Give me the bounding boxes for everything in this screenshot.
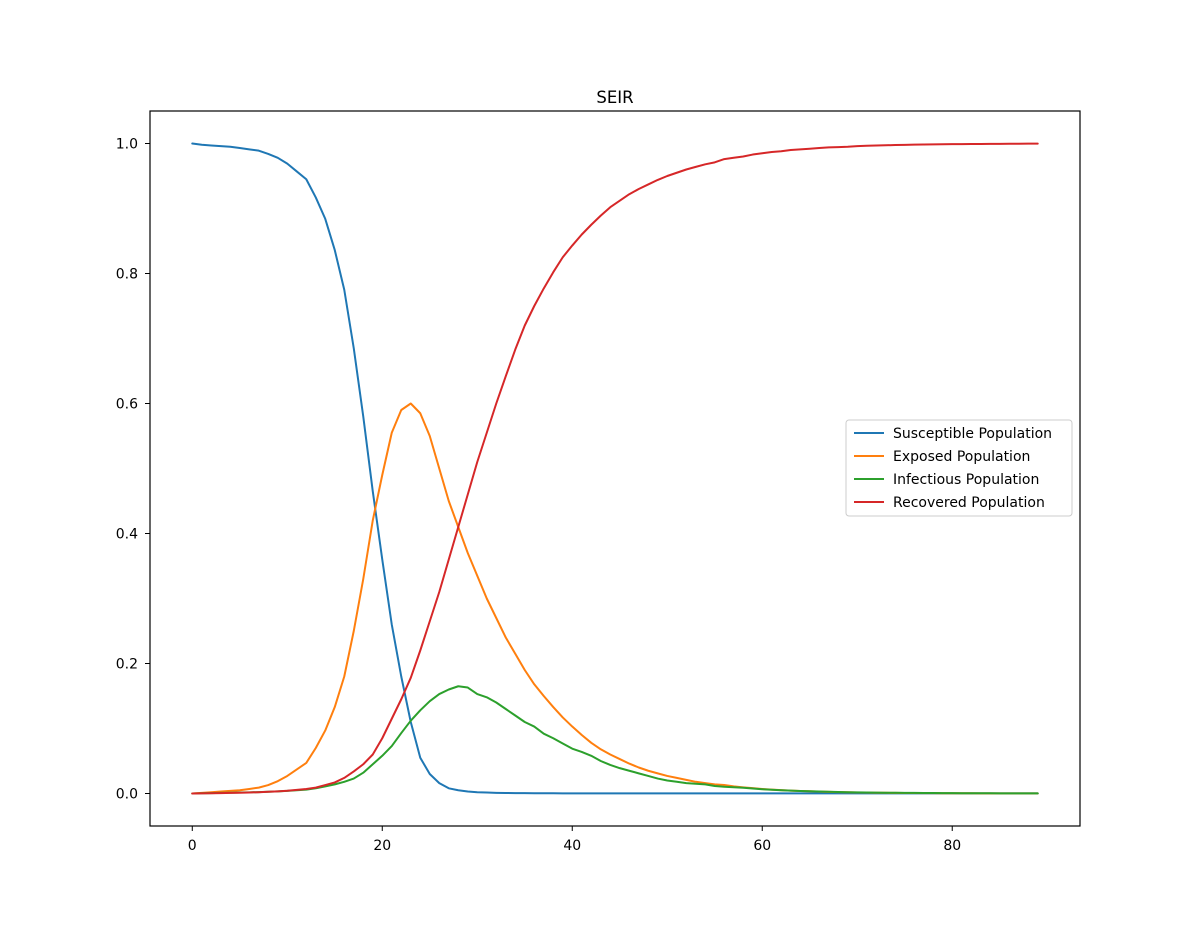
x-tick-label: 60 (753, 838, 771, 854)
axes-frame (149, 110, 1081, 827)
y-tick-label: 0.6 (116, 397, 138, 413)
legend: Susceptible Population Exposed Population… (845, 419, 1073, 517)
y-tick-label: 0.2 (116, 657, 138, 673)
series-layer (191, 142, 1039, 795)
y-axis: 0.0 0.2 0.4 0.6 0.8 1.0 (116, 137, 150, 803)
x-tick-label: 80 (943, 838, 961, 854)
y-tick-label: 0.0 (116, 787, 138, 803)
x-tick-label: 0 (188, 838, 197, 854)
legend-box (845, 419, 1073, 517)
x-axis: 0 20 40 60 80 (188, 826, 961, 854)
chart-title: SEIR (596, 88, 633, 107)
legend-label-recovered-population: Recovered Population (893, 495, 1045, 511)
x-tick-label: 20 (373, 838, 391, 854)
series-line-infectious-population (191, 685, 1039, 795)
legend-label-exposed-population: Exposed Population (893, 449, 1030, 465)
legend-label-susceptible-population: Susceptible Population (893, 426, 1052, 442)
y-tick-label: 0.4 (116, 527, 138, 543)
y-tick-label: 0.8 (116, 267, 138, 283)
x-tick-label: 40 (563, 838, 581, 854)
y-tick-label: 1.0 (116, 137, 138, 153)
legend-label-infectious-population: Infectious Population (893, 472, 1039, 488)
series-line-recovered-population (191, 142, 1039, 795)
